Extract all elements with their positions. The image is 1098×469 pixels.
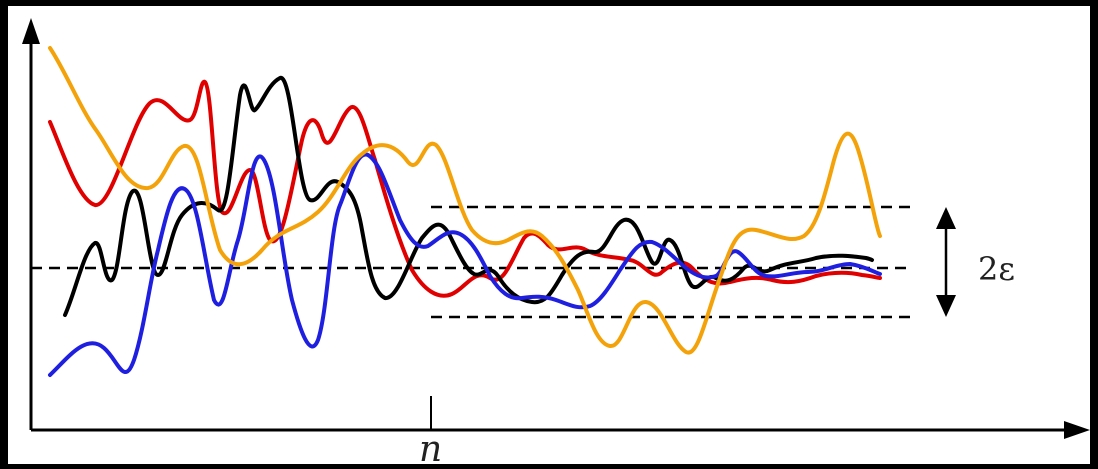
figure-panel xyxy=(8,6,1090,464)
epsilon-band-arrowhead-up xyxy=(936,207,956,229)
y-axis-arrowhead xyxy=(22,18,40,44)
n-tick-label: n xyxy=(419,429,442,469)
x-axis-arrowhead xyxy=(1064,421,1090,439)
epsilon-band-arrowhead-down xyxy=(936,295,956,317)
blue-curve xyxy=(48,152,882,377)
epsilon-band-label: 2ε xyxy=(978,250,1015,288)
orange-curve xyxy=(48,46,882,355)
